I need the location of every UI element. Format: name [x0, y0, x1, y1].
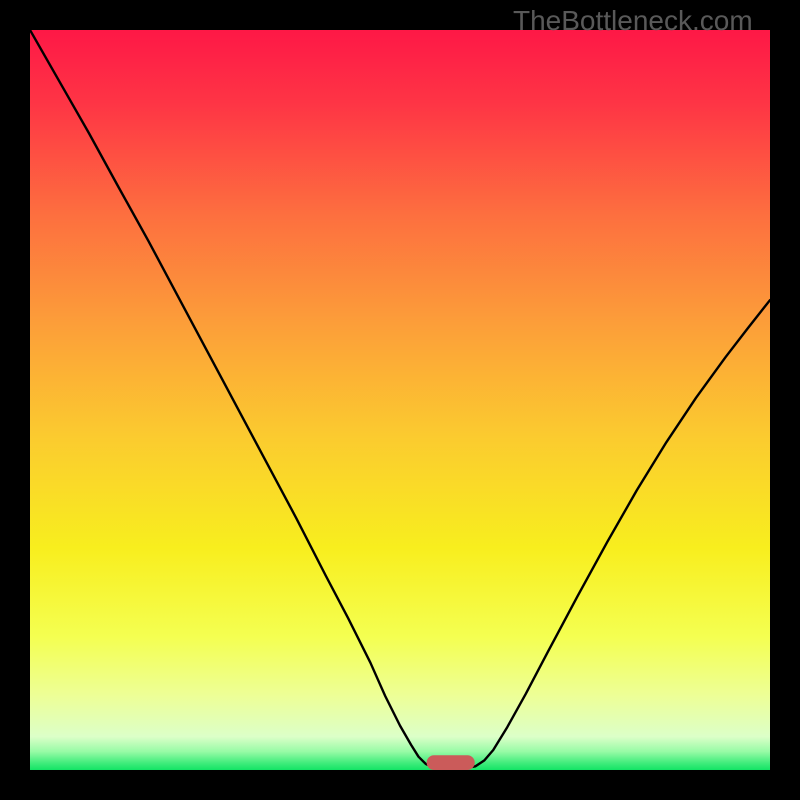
gradient-background — [30, 30, 770, 770]
plot-area — [30, 30, 770, 770]
watermark-text: TheBottleneck.com — [513, 5, 753, 37]
chart-frame: TheBottleneck.com — [0, 0, 800, 800]
optimal-marker — [427, 755, 475, 770]
plot-svg — [30, 30, 770, 770]
